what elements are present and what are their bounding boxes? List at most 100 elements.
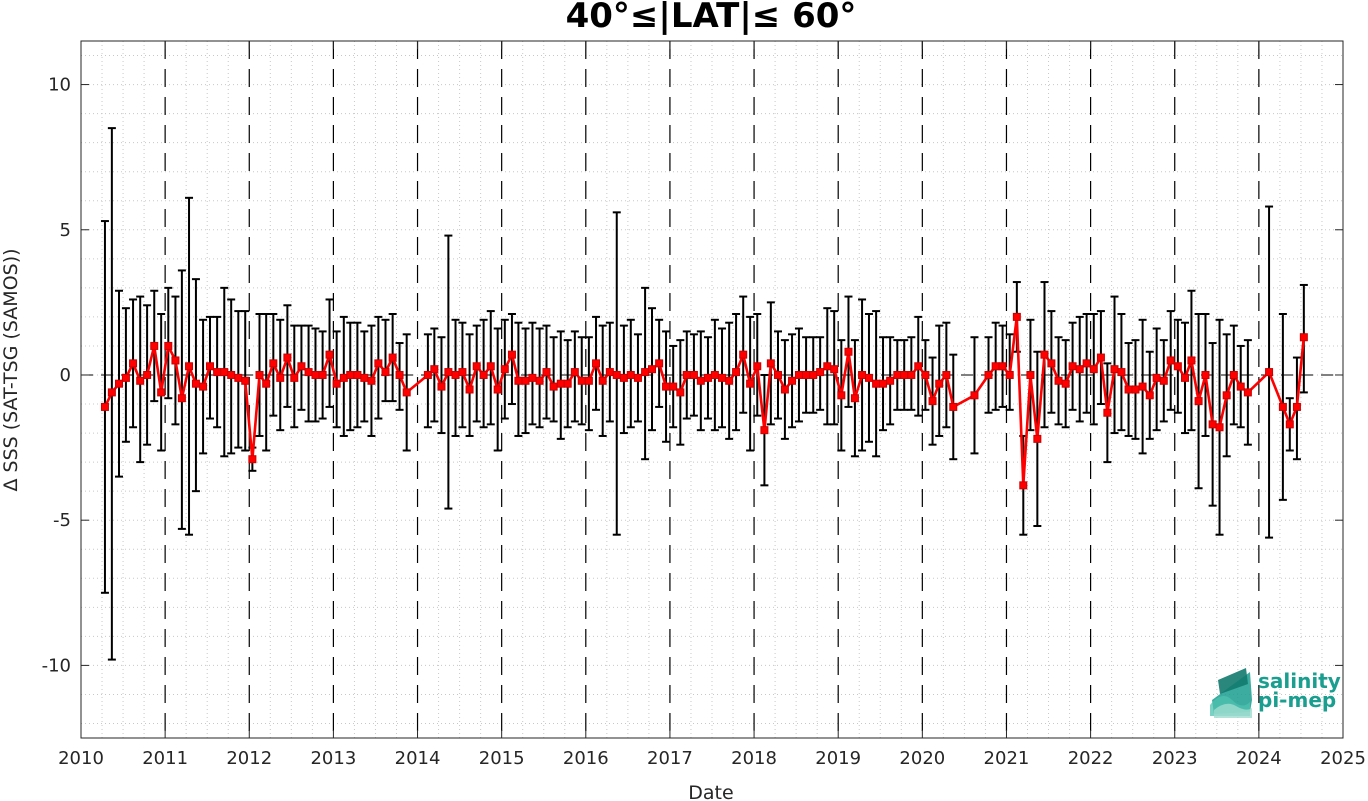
series-line — [103, 315, 1306, 487]
data-point-marker — [921, 370, 930, 379]
data-point-marker — [1082, 359, 1091, 368]
data-point-marker — [1166, 356, 1175, 365]
data-point-marker — [816, 368, 825, 377]
data-point-marker — [1236, 382, 1245, 391]
data-point-marker — [157, 388, 166, 397]
data-point-marker — [346, 370, 355, 379]
error-bar — [570, 330, 579, 423]
error-bar — [430, 327, 439, 423]
data-point-marker — [535, 376, 544, 385]
data-point-marker — [837, 391, 846, 400]
data-point-marker — [1208, 420, 1217, 429]
data-point-marker — [227, 370, 236, 379]
data-point-marker — [1265, 368, 1274, 377]
y-tick-label: 5 — [60, 220, 71, 241]
y-tick-label: -10 — [42, 655, 71, 676]
data-point-marker — [556, 379, 565, 388]
data-point-marker — [718, 373, 727, 382]
data-point-marker — [676, 388, 685, 397]
data-point-marker — [121, 373, 130, 382]
data-point-marker — [746, 379, 755, 388]
data-point-marker — [1033, 434, 1042, 443]
data-point-marker — [760, 426, 769, 435]
data-point-marker — [942, 370, 951, 379]
data-point-marker — [248, 455, 257, 464]
data-point-marker — [332, 379, 341, 388]
x-tick-label: 2017 — [647, 748, 693, 769]
data-point-marker — [458, 368, 467, 377]
data-point-marker — [984, 370, 993, 379]
minor-grid — [81, 41, 1343, 738]
data-point-marker — [1278, 402, 1287, 411]
data-point-marker — [794, 370, 803, 379]
data-point-marker — [641, 368, 650, 377]
data-point-marker — [444, 368, 453, 377]
data-point-marker — [493, 385, 502, 394]
data-point-marker — [1124, 385, 1133, 394]
data-point-marker — [1215, 423, 1224, 432]
data-point-marker — [143, 370, 152, 379]
data-point-marker — [788, 376, 797, 385]
data-point-marker — [1026, 370, 1035, 379]
data-point-marker — [598, 376, 607, 385]
data-point-marker — [1110, 365, 1119, 374]
data-point-marker — [479, 370, 488, 379]
y-tick-label: 0 — [60, 365, 71, 386]
error-bar — [381, 318, 390, 403]
data-point-marker — [1075, 365, 1084, 374]
data-point-marker — [935, 379, 944, 388]
data-point-marker — [710, 370, 719, 379]
data-point-marker — [164, 341, 173, 350]
data-point-marker — [1187, 356, 1196, 365]
error-bar — [465, 333, 474, 437]
data-point-marker — [1152, 373, 1161, 382]
data-point-marker — [1019, 481, 1028, 490]
data-point-marker — [830, 365, 839, 374]
data-point-marker — [766, 359, 775, 368]
x-tick-label: 2011 — [142, 748, 188, 769]
data-point-marker — [612, 370, 621, 379]
data-point-marker — [1012, 312, 1021, 321]
x-tick-label: 2015 — [479, 748, 525, 769]
error-bar — [374, 315, 383, 420]
x-tick-label: 2016 — [563, 748, 609, 769]
x-tick-label: 2025 — [1320, 748, 1366, 769]
error-bar — [549, 336, 558, 423]
data-point-marker — [311, 370, 320, 379]
data-point-marker — [514, 376, 523, 385]
data-point-marker — [753, 362, 762, 371]
data-point-marker — [662, 382, 671, 391]
data-point-marker — [318, 370, 327, 379]
data-point-marker — [437, 382, 446, 391]
data-point-marker — [150, 341, 159, 350]
data-point-marker — [991, 362, 1000, 371]
data-point-marker — [465, 385, 474, 394]
data-point-marker — [1201, 370, 1210, 379]
x-axis-label: Date — [688, 782, 733, 801]
data-point-marker — [1222, 391, 1231, 400]
plot-frame — [80, 40, 1344, 739]
data-point-marker — [1299, 333, 1308, 342]
data-point-marker — [241, 376, 250, 385]
x-tick-label: 2019 — [815, 748, 861, 769]
data-point-marker — [592, 359, 601, 368]
data-point-marker — [563, 379, 572, 388]
x-tick-label: 2013 — [310, 748, 356, 769]
y-axis-ticks: -10 -5 0 5 10 — [42, 75, 1343, 676]
data-point-marker — [542, 368, 551, 377]
data-point-marker — [367, 376, 376, 385]
data-point-marker — [107, 388, 116, 397]
data-point-marker — [893, 370, 902, 379]
data-point-marker — [213, 368, 222, 377]
data-point-marker — [682, 370, 691, 379]
data-point-marker — [725, 376, 734, 385]
data-point-marker — [949, 402, 958, 411]
data-point-marker — [850, 394, 859, 403]
x-axis-ticks: 2010 2011 2012 2013 2014 2015 2016 2017 2018 2019… — [58, 41, 1366, 769]
data-point-marker — [1194, 397, 1203, 406]
data-point-marker — [998, 362, 1007, 371]
data-point-marker — [780, 385, 789, 394]
data-point-marker — [205, 362, 214, 371]
y-tick-label: 10 — [48, 75, 71, 96]
data-point-marker — [234, 373, 243, 382]
